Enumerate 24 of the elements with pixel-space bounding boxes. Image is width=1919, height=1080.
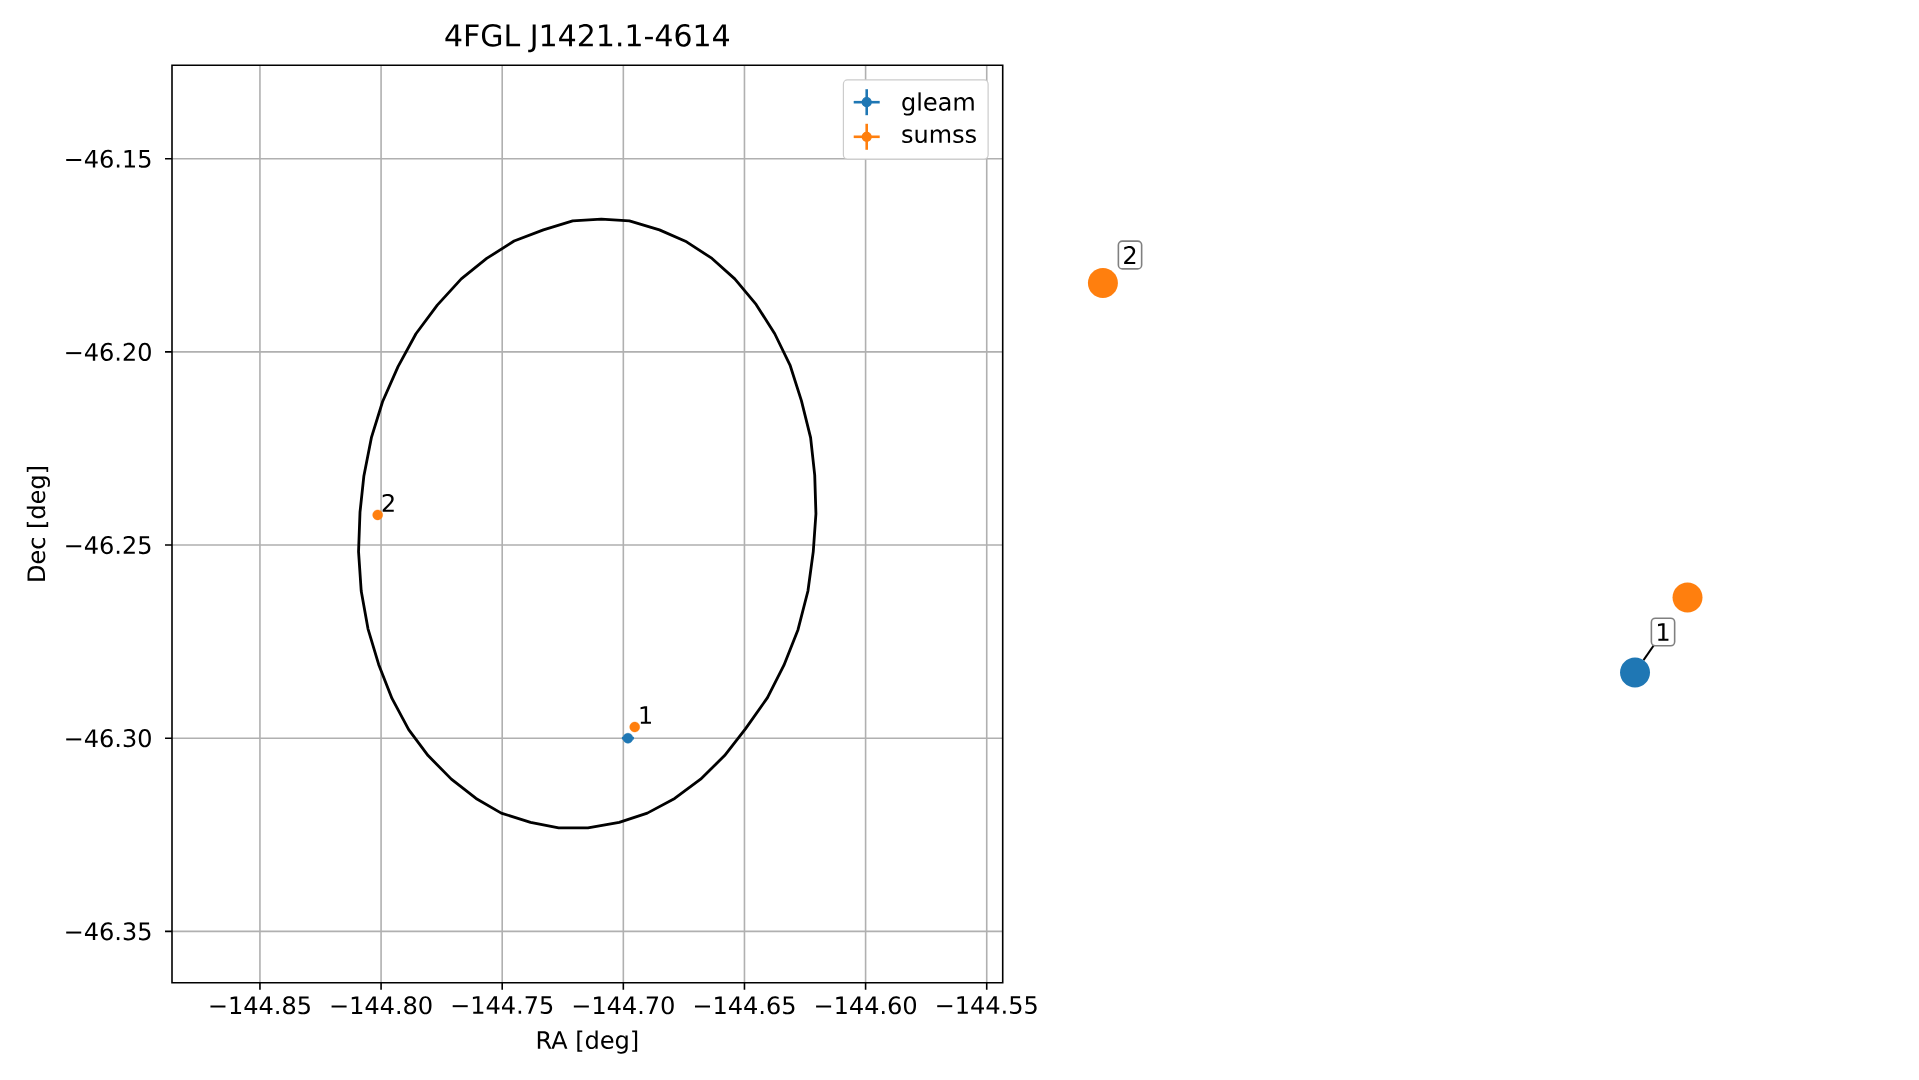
x-tick-label: −144.80	[331, 996, 432, 1015]
annotation: 1	[640, 706, 651, 724]
y-tick-label: −46.20	[66, 342, 151, 361]
point	[372, 509, 383, 521]
y-tick-label: −46.35	[66, 922, 151, 941]
x-tick-label: −144.60	[816, 996, 917, 1015]
point	[629, 721, 640, 733]
chart-title: 4FGL J1421.1-4614	[445, 24, 730, 53]
x-tick-label: −144.55	[937, 996, 1037, 1015]
y-tick-label: −46.25	[66, 535, 151, 555]
x-axis-title: RA [deg]	[537, 1030, 638, 1054]
x-tick-label: −144.85	[210, 996, 310, 1015]
x-tick-label: −144.75	[452, 996, 553, 1015]
y-tick-label: −46.15	[66, 149, 151, 168]
text: 1	[1658, 623, 1669, 641]
annotation: 2	[382, 493, 394, 512]
legend-label: gleam	[902, 92, 974, 116]
y-axis-title: Dec [deg]	[26, 467, 50, 581]
y-tick-label: −46.30	[66, 729, 151, 748]
x-tick-label: −144.70	[573, 996, 674, 1015]
x-tick-label: −144.65	[694, 996, 795, 1015]
legend-label: sumss	[902, 129, 976, 144]
text: 2	[1124, 246, 1136, 264]
point	[622, 732, 634, 744]
